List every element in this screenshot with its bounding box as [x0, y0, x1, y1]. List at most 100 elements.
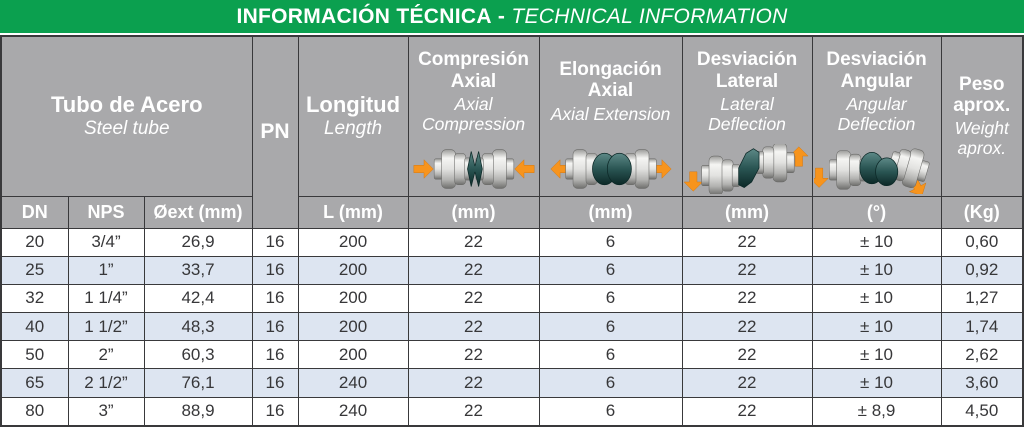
title-en: TECHNICAL INFORMATION	[511, 4, 788, 28]
cell-weight-kg: 2,62	[940, 340, 1024, 370]
table-row: 65 2 1/2” 76,1 16 240 22 6 22 ± 10 3,60	[0, 368, 1024, 398]
angular-deflection-label-es: Desviación Angular	[826, 49, 927, 92]
cell-weight-kg: 4,50	[940, 396, 1024, 427]
cell-pn: 16	[251, 340, 299, 370]
cell-l-mm: 200	[297, 283, 409, 314]
cell-axial-extension-mm: 6	[538, 283, 683, 314]
lateral-deflection-icon	[684, 144, 809, 195]
cell-axial-extension-mm: 6	[538, 255, 683, 285]
subheader-l-mm: L (mm)	[297, 195, 409, 229]
axial-extension-label-en: Axial Extension	[550, 103, 671, 124]
cell-nps: 3”	[67, 396, 145, 427]
cell-weight-kg: 1,27	[940, 283, 1024, 314]
cell-axial-extension-mm: 6	[538, 227, 683, 257]
subheader-compression-unit: (mm)	[407, 195, 540, 229]
table-row: 50 2” 60,3 16 200 22 6 22 ± 10 2,62	[0, 340, 1024, 370]
subheader-oext: Øext (mm)	[143, 195, 253, 229]
cell-angular-deflection-deg: ± 10	[811, 340, 942, 370]
cell-l-mm: 200	[297, 312, 409, 342]
cell-axial-compression-mm: 22	[407, 283, 540, 314]
cell-oext-mm: 88,9	[143, 396, 253, 427]
cell-lateral-deflection-mm: 22	[681, 312, 813, 342]
cell-nps: 2 1/2”	[67, 368, 145, 398]
cell-weight-kg: 0,60	[940, 227, 1024, 257]
lateral-deflection-label-en: Lateral Deflection	[708, 93, 786, 134]
cell-angular-deflection-deg: ± 10	[811, 255, 942, 285]
cell-axial-compression-mm: 22	[407, 368, 540, 398]
steel-tube-label-es: Tubo de Acero	[50, 92, 203, 118]
cell-oext-mm: 26,9	[143, 227, 253, 257]
title-es: INFORMACIÓN TÉCNICA	[236, 4, 492, 28]
axial-compression-label-es: Compresión Axial	[418, 49, 529, 92]
table-row: 40 1 1/2” 48,3 16 200 22 6 22 ± 10 1,74	[0, 312, 1024, 342]
col-header-weight: Peso aprox. Weight aprox.	[940, 35, 1024, 197]
axial-extension-icon	[550, 149, 671, 189]
cell-weight-kg: 1,74	[940, 312, 1024, 342]
col-header-length: Longitud Length	[297, 35, 409, 197]
cell-oext-mm: 42,4	[143, 283, 253, 314]
cell-angular-deflection-deg: ± 10	[811, 227, 942, 257]
subheader-dn: DN	[0, 195, 69, 229]
cell-lateral-deflection-mm: 22	[681, 283, 813, 314]
col-header-axial-compression: Compresión Axial Axial Compression	[407, 35, 540, 197]
subheader-nps: NPS	[67, 195, 145, 229]
table-row: 20 3/4” 26,9 16 200 22 6 22 ± 10 0,60	[0, 227, 1024, 257]
cell-pn: 16	[251, 283, 299, 314]
cell-nps: 3/4”	[67, 227, 145, 257]
cell-nps: 1”	[67, 255, 145, 285]
cell-axial-compression-mm: 22	[407, 227, 540, 257]
cell-l-mm: 200	[297, 340, 409, 370]
title-bar: INFORMACIÓN TÉCNICA - TECHNICAL INFORMAT…	[0, 0, 1024, 33]
pn-label: PN	[260, 120, 290, 144]
cell-axial-extension-mm: 6	[538, 312, 683, 342]
title-separator: -	[491, 4, 512, 28]
cell-axial-compression-mm: 22	[407, 255, 540, 285]
cell-lateral-deflection-mm: 22	[681, 368, 813, 398]
subheader-lateral-unit: (mm)	[681, 195, 813, 229]
cell-oext-mm: 60,3	[143, 340, 253, 370]
cell-dn: 50	[0, 340, 69, 370]
cell-nps: 1 1/4”	[67, 283, 145, 314]
cell-angular-deflection-deg: ± 10	[811, 368, 942, 398]
col-header-steel-tube: Tubo de Acero Steel tube	[0, 35, 253, 197]
cell-dn: 32	[0, 283, 69, 314]
cell-lateral-deflection-mm: 22	[681, 340, 813, 370]
cell-oext-mm: 48,3	[143, 312, 253, 342]
cell-lateral-deflection-mm: 22	[681, 396, 813, 427]
table-row: 32 1 1/4” 42,4 16 200 22 6 22 ± 10 1,27	[0, 283, 1024, 314]
cell-pn: 16	[251, 396, 299, 427]
cell-angular-deflection-deg: ± 10	[811, 312, 942, 342]
cell-dn: 20	[0, 227, 69, 257]
cell-dn: 40	[0, 312, 69, 342]
cell-oext-mm: 76,1	[143, 368, 253, 398]
table-row: 80 3” 88,9 16 240 22 6 22 ± 8,9 4,50	[0, 396, 1024, 427]
col-header-lateral-deflection: Desviación Lateral Lateral Deflection	[681, 35, 813, 197]
subheader-extension-unit: (mm)	[538, 195, 683, 229]
cell-weight-kg: 3,60	[940, 368, 1024, 398]
cell-pn: 16	[251, 255, 299, 285]
cell-pn: 16	[251, 227, 299, 257]
steel-tube-label-en: Steel tube	[83, 117, 170, 139]
axial-compression-label-en: Axial Compression	[421, 93, 526, 134]
cell-axial-compression-mm: 22	[407, 396, 540, 427]
cell-axial-compression-mm: 22	[407, 312, 540, 342]
cell-l-mm: 240	[297, 368, 409, 398]
cell-lateral-deflection-mm: 22	[681, 255, 813, 285]
cell-dn: 80	[0, 396, 69, 427]
cell-l-mm: 200	[297, 227, 409, 257]
cell-pn: 16	[251, 312, 299, 342]
table-body: 20 3/4” 26,9 16 200 22 6 22 ± 10 0,60 25 1” 33,7 16 20…	[0, 227, 1024, 427]
col-header-pn: PN	[251, 35, 299, 229]
angular-deflection-label-en: Angular Deflection	[837, 93, 916, 134]
cell-lateral-deflection-mm: 22	[681, 227, 813, 257]
cell-l-mm: 200	[297, 255, 409, 285]
cell-nps: 1 1/2”	[67, 312, 145, 342]
cell-angular-deflection-deg: ± 8,9	[811, 396, 942, 427]
cell-axial-extension-mm: 6	[538, 368, 683, 398]
cell-oext-mm: 33,7	[143, 255, 253, 285]
cell-axial-extension-mm: 6	[538, 340, 683, 370]
axial-compression-icon	[413, 149, 534, 189]
cell-axial-extension-mm: 6	[538, 396, 683, 427]
subheader-angular-unit: (°)	[811, 195, 942, 229]
cell-dn: 65	[0, 368, 69, 398]
